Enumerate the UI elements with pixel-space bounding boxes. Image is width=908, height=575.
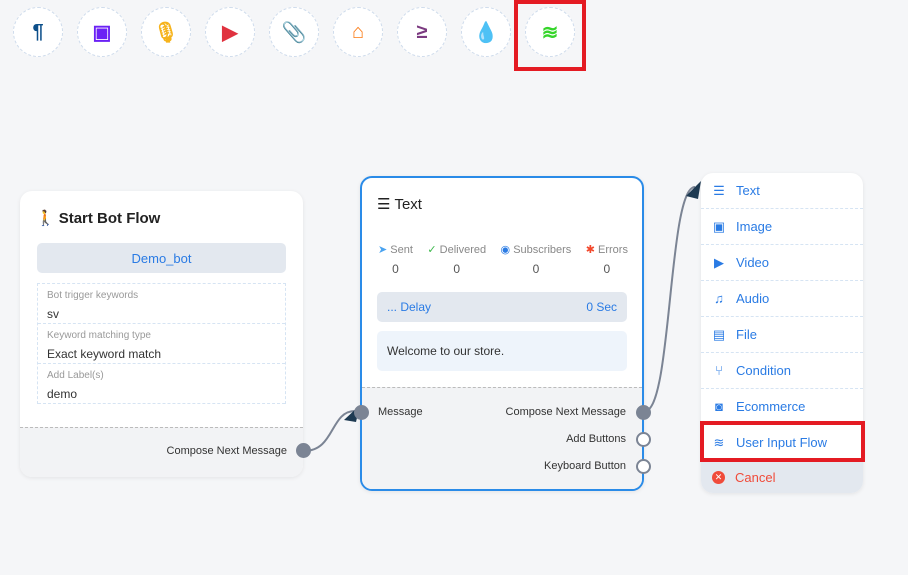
bot-name[interactable]: Demo_bot [37,243,286,273]
close-circle-icon: ✕ [712,470,725,484]
menu-item-label: Audio [736,291,770,306]
menu-item-label: Video [736,255,770,270]
greater-equal-icon: ≥ [416,20,428,43]
stat-value: 0 [453,262,461,276]
start-bot-flow-node[interactable]: 🚶 Start Bot Flow Demo_bot Bot trigger key… [20,191,311,477]
menu-item-file[interactable]: ▤ File [701,317,863,353]
message-preview[interactable]: Welcome to our store. [377,331,627,371]
paperclip-icon: 📎 [281,21,307,44]
stat-delivered: ✓ Delivered 0 [427,243,486,276]
stat-errors: ✱ Errors 0 [586,243,628,276]
input-port[interactable] [354,405,369,420]
output-label: Add Buttons [566,433,626,445]
delay-label: ... Delay [387,300,432,314]
stat-label: Sent [390,244,413,256]
field-label: Add Label(s) [47,370,104,381]
output-port[interactable] [636,432,651,447]
add-node-menu: ☰ Text ▣ Image ▶ Video ♫ Audio ▤ File ⑂ Condition ◙ E… [701,173,863,493]
node-title: Start Bot Flow [58,209,161,227]
connection-start-to-text [303,410,356,452]
stats: ➤ Sent 0 ✓ Delivered 0 ◉ Subscribers 0 ✱ Error… [378,243,628,276]
menu-item-label: Ecommerce [736,399,806,414]
field-label: Keyword matching type [47,330,151,341]
output-label: Compose Next Message [166,445,287,457]
tool-stack-button[interactable]: ≋ [525,7,575,57]
output-label: Compose Next Message [505,406,626,418]
tool-youtube-button[interactable]: ▶ [205,7,255,57]
field-value: sv [47,307,59,321]
stat-sent: ➤ Sent 0 [378,243,413,276]
output-port[interactable] [296,443,311,458]
stack-icon: ≋ [713,434,725,450]
field[interactable]: Bot trigger keywords sv [38,284,285,324]
field[interactable]: Keyword matching type Exact keyword match [38,324,285,364]
image-icon: ▣ [92,21,112,44]
menu-item-label: Cancel [735,469,776,485]
output-port[interactable] [636,459,651,474]
delay-value: 0 Sec [586,300,617,314]
tool-paragraph-button[interactable]: ¶ [13,7,63,57]
highlight-box [514,0,586,71]
menu-item-condition[interactable]: ⑂ Condition [701,353,863,389]
menu-item-image[interactable]: ▣ Image [701,209,863,245]
send-icon: ➤ [378,244,388,256]
menu-item-label: Image [736,219,773,234]
menu-item-video[interactable]: ▶ Video [701,245,863,281]
stat-label: Errors [598,244,628,256]
check-circle-icon: ✓ [427,244,437,256]
shopping-bag-icon: ◙ [715,399,723,414]
microphone-icon: 🎙 [153,21,179,44]
image-icon: ▣ [712,218,726,234]
music-icon: ♫ [714,291,724,306]
stat-value: 0 [603,262,611,276]
stack-icon: ≋ [541,21,559,44]
field[interactable]: Add Label(s) demo [38,364,285,404]
stat-label: Delivered [439,244,487,256]
list-icon: ☰ [377,196,391,213]
menu-item-ecommerce[interactable]: ◙ Ecommerce [701,389,863,425]
menu-item-label: User Input Flow [736,435,828,450]
highlight-box [700,421,865,462]
text-node[interactable]: ☰ Text ➤ Sent 0 ✓ Delivered 0 ◉ Subscribers 0 ✱… [354,176,651,491]
output-label: Keyboard Button [544,460,626,472]
bug-icon: ✱ [585,244,595,256]
list-icon: ☰ [713,182,725,198]
fields: Bot trigger keywords sv Keyword matching t… [37,283,286,404]
pdf-file-icon: ▤ [712,326,726,342]
tool-store-button[interactable]: ⌂ [333,7,383,57]
menu-item-audio[interactable]: ♫ Audio [701,281,863,317]
menu-item-text[interactable]: ☰ Text [701,173,863,209]
menu-item-label: Text [736,183,760,198]
input-label: Message [378,406,423,418]
tool-microphone-button[interactable]: 🎙 [141,7,191,57]
user-circle-icon: ◉ [500,244,511,256]
stat-subscribers: ◉ Subscribers 0 [501,243,572,276]
tool-greater-equal-button[interactable]: ≥ [397,7,447,57]
tool-paperclip-button[interactable]: 📎 [269,7,319,57]
tool-image-button[interactable]: ▣ [77,7,127,57]
stat-value: 0 [392,262,399,276]
connection-text-to-menu [644,186,696,412]
delay-bar[interactable]: ... Delay 0 Sec [377,292,627,322]
menu-item-cancel[interactable]: ✕ Cancel [701,461,863,493]
output-port[interactable] [636,405,651,420]
arrow-icon [686,181,701,199]
drop-icon: 💧 [473,21,499,44]
field-value: demo [47,387,78,401]
stat-value: 0 [532,262,540,276]
youtube-icon: ▶ [222,21,238,44]
video-icon: ▶ [714,254,724,270]
menu-item-label: File [736,327,757,342]
store-icon: ⌂ [351,20,365,43]
field-value: Exact keyword match [47,347,162,361]
tool-drop-button[interactable]: 💧 [461,7,511,57]
stat-label: Subscribers [513,244,572,256]
walking-icon: 🚶 [36,210,55,227]
menu-item-label: Condition [736,363,791,378]
branch-icon: ⑂ [715,363,723,378]
paragraph-icon: ¶ [32,20,44,43]
node-title: Text [394,195,422,213]
field-label: Bot trigger keywords [47,290,139,301]
